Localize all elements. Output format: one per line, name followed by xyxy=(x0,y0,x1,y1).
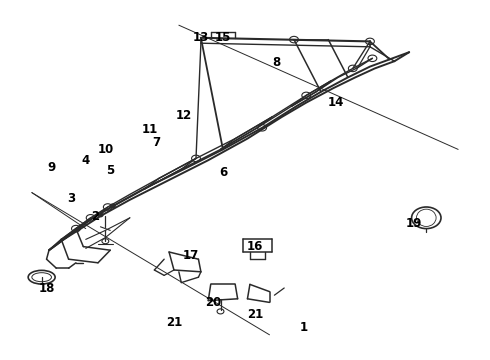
Text: 6: 6 xyxy=(219,166,227,179)
Text: 2: 2 xyxy=(92,210,99,222)
Text: 19: 19 xyxy=(406,217,422,230)
Text: 1: 1 xyxy=(300,321,308,334)
Text: 5: 5 xyxy=(106,165,114,177)
Text: 7: 7 xyxy=(153,136,161,149)
Text: 15: 15 xyxy=(215,31,231,44)
Text: 16: 16 xyxy=(246,240,263,253)
Circle shape xyxy=(110,204,115,208)
Text: 20: 20 xyxy=(205,296,221,309)
Text: 12: 12 xyxy=(175,109,192,122)
Text: 11: 11 xyxy=(141,123,158,136)
Text: 18: 18 xyxy=(38,282,55,294)
Text: 21: 21 xyxy=(246,309,263,321)
Text: 13: 13 xyxy=(193,31,209,44)
Text: 21: 21 xyxy=(166,316,182,329)
Text: 14: 14 xyxy=(327,96,344,109)
Text: 8: 8 xyxy=(273,57,281,69)
Circle shape xyxy=(98,213,103,217)
Text: 9: 9 xyxy=(48,161,55,174)
Text: 4: 4 xyxy=(82,154,90,167)
Text: 10: 10 xyxy=(97,143,114,156)
Text: 3: 3 xyxy=(67,192,75,204)
Text: 17: 17 xyxy=(183,249,199,262)
